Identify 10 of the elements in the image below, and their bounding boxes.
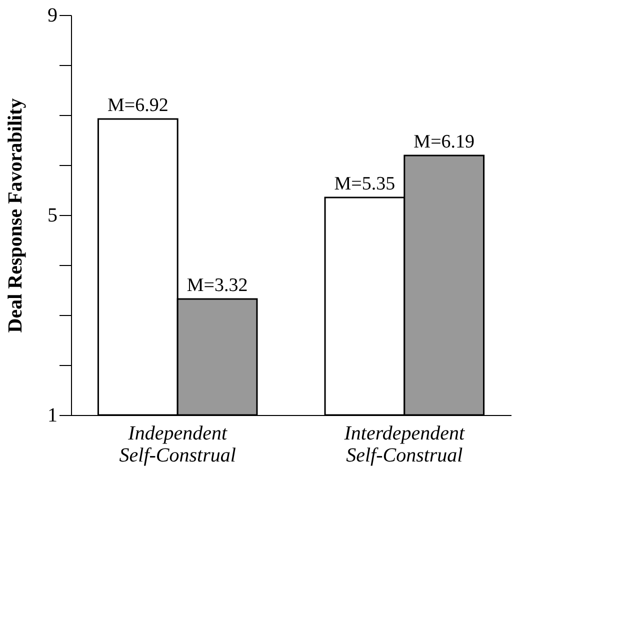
y-axis-title: Deal Response Favorability: [4, 98, 26, 333]
y-tick-label: 1: [48, 404, 58, 426]
data-label: M=5.35: [334, 174, 396, 194]
y-tick-label: 9: [48, 4, 58, 26]
y-tick-label: 5: [48, 204, 58, 226]
data-label: M=6.92: [107, 95, 168, 116]
x-tick-label: Independent Self-Construal: [119, 422, 236, 466]
data-label: M=6.19: [414, 132, 475, 152]
data-label: M=3.32: [186, 275, 248, 296]
x-tick-label: Interdependent Self-Construal: [343, 422, 466, 466]
